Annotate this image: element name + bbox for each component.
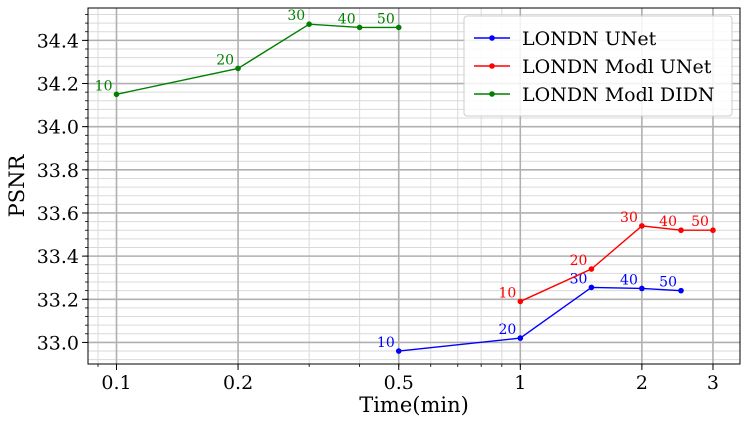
- point-label: 10: [95, 78, 113, 94]
- point-label: 10: [377, 335, 395, 351]
- legend-label: LONDN Modl UNet: [522, 56, 712, 78]
- point-label: 30: [570, 271, 588, 287]
- series-londn-modl-didn: 10 20 30 40 50: [95, 8, 402, 98]
- data-point: [639, 223, 645, 229]
- data-point: [395, 24, 402, 31]
- y-axis-label: PSNR: [5, 153, 29, 217]
- y-tick-label: 34.4: [37, 30, 79, 52]
- point-label: 30: [620, 210, 638, 226]
- y-tick-label: 33.8: [37, 160, 79, 182]
- point-label: 50: [691, 214, 709, 230]
- x-axis-label: Time(min): [359, 393, 469, 417]
- point-label: 10: [498, 285, 516, 301]
- legend-swatch-marker: [489, 35, 495, 41]
- y-tick-label: 34.2: [37, 74, 79, 96]
- y-tick-label: 33.2: [37, 289, 79, 311]
- legend-item: LONDN UNet: [474, 28, 657, 50]
- series-londn-unet: 10 20 30 40 50: [377, 271, 684, 354]
- x-tick-label: 3: [707, 372, 719, 394]
- legend-label: LONDN UNet: [522, 28, 657, 50]
- major-grid: [88, 8, 740, 364]
- data-point: [306, 21, 312, 27]
- y-tick-label: 33.4: [37, 246, 79, 268]
- y-tick-label: 33.0: [37, 332, 79, 354]
- point-label: 40: [338, 11, 356, 27]
- plot-frame: [87, 7, 741, 365]
- point-label: 30: [287, 8, 305, 24]
- data-point: [517, 335, 524, 341]
- y-tick-label: 34.0: [37, 117, 79, 139]
- point-label: 20: [570, 253, 588, 269]
- point-label: 20: [498, 322, 516, 338]
- point-label: 40: [620, 272, 638, 288]
- legend: LONDN UNet LONDN Modl UNet LONDN Modl DIDN: [463, 15, 733, 117]
- legend-box: [463, 15, 733, 117]
- series-line: [398, 286, 682, 352]
- y-tick-label: 33.6: [37, 203, 79, 225]
- data-point: [356, 24, 363, 31]
- series-line: [520, 225, 713, 303]
- data-point: [395, 348, 402, 354]
- legend-item: LONDN Modl UNet: [474, 56, 712, 78]
- data-point: [113, 91, 120, 98]
- legend-label: LONDN Modl DIDN: [522, 84, 715, 106]
- point-label: 40: [659, 214, 677, 230]
- data-point: [235, 65, 241, 72]
- data-point: [678, 227, 684, 234]
- x-tick-label: 0.5: [384, 372, 414, 394]
- point-label: 50: [659, 275, 677, 291]
- x-tick-label: 1: [514, 372, 526, 394]
- legend-item: LONDN Modl DIDN: [474, 84, 715, 106]
- series-layer: 10 20 30 40 50 10 20 30 40 50 10 20 30 40 50: [95, 8, 716, 354]
- legend-swatch-marker: [489, 63, 495, 69]
- data-point: [517, 298, 524, 305]
- data-point: [588, 284, 595, 291]
- data-point: [639, 285, 645, 292]
- data-point: [588, 266, 595, 272]
- point-label: 50: [377, 11, 395, 27]
- x-tick-label: 0.2: [223, 372, 253, 394]
- data-point: [678, 287, 684, 294]
- series-londn-modl-unet: 10 20 30 40 50: [498, 210, 716, 305]
- point-label: 20: [216, 52, 234, 68]
- data-point: [710, 227, 716, 234]
- legend-swatch-marker: [489, 91, 495, 97]
- x-tick-label: 0.1: [101, 372, 131, 394]
- x-tick-label: 2: [636, 372, 648, 394]
- axis-ticks: 0.1 0.2 0.5 1 2 3 33.0 33.2 33.4 33.6 33.8 34.0 34.2…: [37, 14, 719, 394]
